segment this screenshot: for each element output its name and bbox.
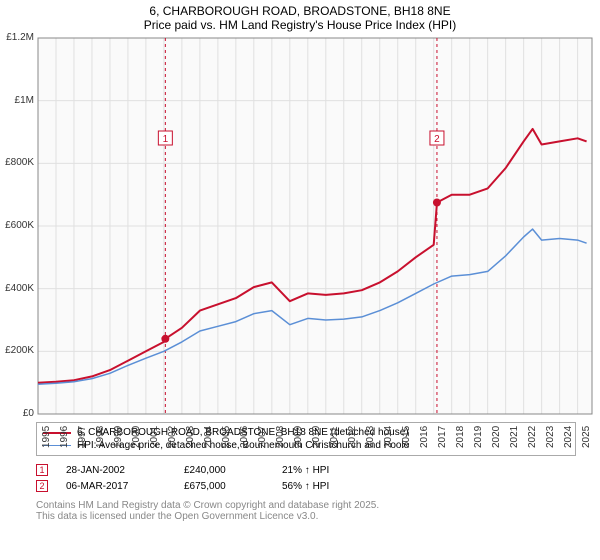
x-axis-tick-label: 2002 xyxy=(167,426,178,448)
x-axis-tick-label: 2015 xyxy=(401,426,412,448)
transaction-row: 1 28-JAN-2002 £240,000 21% ↑ HPI xyxy=(36,462,600,478)
y-axis-tick-label: £1M xyxy=(0,95,34,106)
x-axis-tick-label: 1995 xyxy=(41,426,52,448)
x-axis-tick-label: 2014 xyxy=(383,426,394,448)
x-axis-tick-label: 2024 xyxy=(563,426,574,448)
transaction-row: 2 06-MAR-2017 £675,000 56% ↑ HPI xyxy=(36,478,600,494)
x-axis-tick-label: 2022 xyxy=(527,426,538,448)
x-axis-tick-label: 2013 xyxy=(365,426,376,448)
transaction-pct: 21% ↑ HPI xyxy=(282,465,382,476)
x-axis-tick-label: 2018 xyxy=(455,426,466,448)
chart-title-line1: 6, CHARBOROUGH ROAD, BROADSTONE, BH18 8N… xyxy=(0,0,600,18)
x-axis-tick-label: 2003 xyxy=(185,426,196,448)
x-axis-tick-label: 2010 xyxy=(311,426,322,448)
x-axis-tick-label: 2004 xyxy=(203,426,214,448)
x-axis-tick-label: 2005 xyxy=(221,426,232,448)
transaction-pct: 56% ↑ HPI xyxy=(282,481,382,492)
x-axis-tick-label: 2008 xyxy=(275,426,286,448)
y-axis-tick-label: £800K xyxy=(0,157,34,168)
transaction-marker: 2 xyxy=(36,480,48,492)
x-axis-tick-label: 1999 xyxy=(113,426,124,448)
transactions-table: 1 28-JAN-2002 £240,000 21% ↑ HPI 2 06-MAR-201… xyxy=(36,462,600,494)
y-axis-tick-label: £200K xyxy=(0,345,34,356)
chart-area: 12 £0£200K£400K£600K£800K£1M£1.2M1995199… xyxy=(36,36,596,416)
x-axis-tick-label: 2023 xyxy=(545,426,556,448)
transaction-marker: 1 xyxy=(36,464,48,476)
y-axis-tick-label: £0 xyxy=(0,408,34,419)
svg-text:1: 1 xyxy=(163,134,169,145)
chart-title-line2: Price paid vs. HM Land Registry's House … xyxy=(0,18,600,36)
x-axis-tick-label: 2009 xyxy=(293,426,304,448)
transaction-price: £240,000 xyxy=(184,465,264,476)
x-axis-tick-label: 2000 xyxy=(131,426,142,448)
x-axis-tick-label: 1996 xyxy=(59,426,70,448)
x-axis-tick-label: 2021 xyxy=(509,426,520,448)
copyright-line1: Contains HM Land Registry data © Crown c… xyxy=(36,500,600,511)
x-axis-tick-label: 2001 xyxy=(149,426,160,448)
x-axis-tick-label: 2025 xyxy=(581,426,592,448)
x-axis-tick-label: 1997 xyxy=(77,426,88,448)
x-axis-tick-label: 2019 xyxy=(473,426,484,448)
x-axis-tick-label: 2017 xyxy=(437,426,448,448)
y-axis-tick-label: £400K xyxy=(0,283,34,294)
copyright: Contains HM Land Registry data © Crown c… xyxy=(36,500,600,522)
x-axis-tick-label: 1998 xyxy=(95,426,106,448)
x-axis-tick-label: 2020 xyxy=(491,426,502,448)
transaction-price: £675,000 xyxy=(184,481,264,492)
transaction-date: 28-JAN-2002 xyxy=(66,465,166,476)
copyright-line2: This data is licensed under the Open Gov… xyxy=(36,511,600,522)
x-axis-tick-label: 2011 xyxy=(329,426,340,448)
transaction-date: 06-MAR-2017 xyxy=(66,481,166,492)
y-axis-tick-label: £600K xyxy=(0,220,34,231)
x-axis-tick-label: 2016 xyxy=(419,426,430,448)
x-axis-tick-label: 2006 xyxy=(239,426,250,448)
x-axis-tick-label: 2012 xyxy=(347,426,358,448)
x-axis-tick-label: 2007 xyxy=(257,426,268,448)
y-axis-tick-label: £1.2M xyxy=(0,32,34,43)
line-chart-svg: 12 xyxy=(36,36,596,416)
svg-text:2: 2 xyxy=(434,134,440,145)
